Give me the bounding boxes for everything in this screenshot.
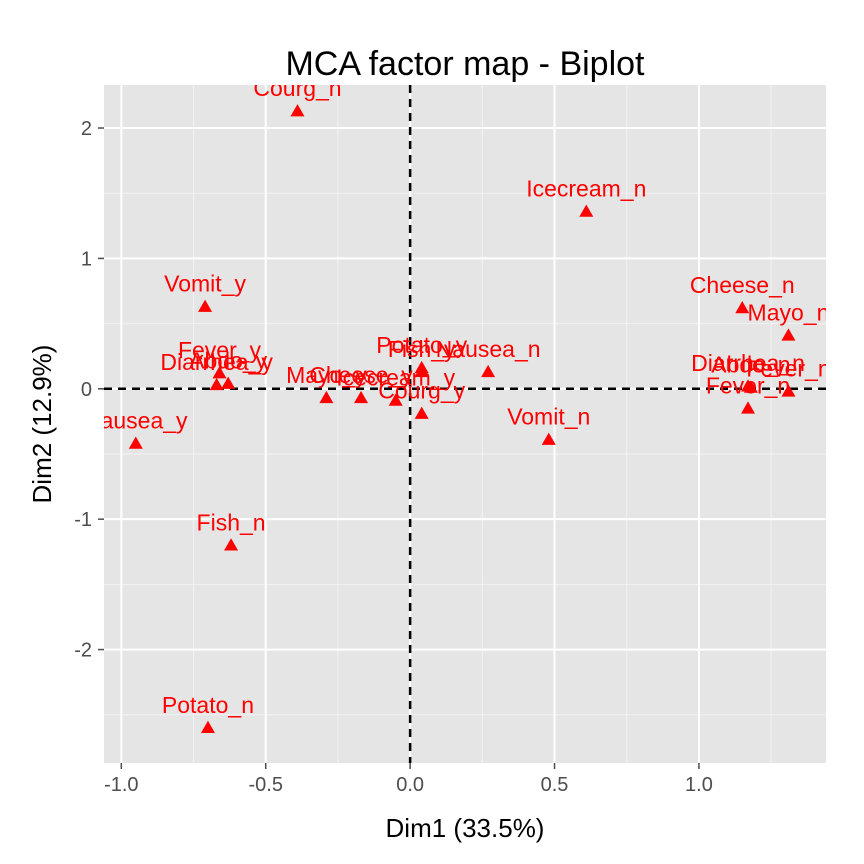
data-label: Vomit_n [507,404,590,430]
data-label: Fever_y [178,337,262,363]
data-label: Fever_n [746,355,830,381]
data-point [198,299,213,312]
y-axis-ticks: -2 -1 0 1 2 [74,118,104,662]
y-tick-label: -2 [74,640,92,662]
data-point [743,380,758,393]
data-point [212,366,227,379]
plot-panel [104,85,826,763]
data-label: Fish_n [197,509,266,535]
x-tick-label: -0.5 [248,774,282,796]
data-point [209,377,224,391]
y-tick-label: 2 [81,118,92,140]
zero-reference-lines [104,85,826,763]
x-tick-label: 0.0 [396,774,424,796]
data-label: Courg_n [253,75,341,101]
data-label: Courg_y [378,378,465,404]
y-tick-label: 0 [81,379,92,401]
data-label: Nausea_y [84,408,188,434]
data-label: Mayo_n [748,299,830,325]
data-point [579,204,594,217]
data-label: Fish_y [388,336,456,362]
data-point [414,406,429,419]
data-label: Abdo_y [189,348,268,374]
data-point [414,364,429,378]
data-label: Diarrhea_n [691,350,805,376]
data-point [354,390,369,404]
x-tick-label: -1.0 [104,774,138,796]
data-point [781,384,796,397]
data-label: Diarrhea_y [160,349,273,375]
x-tick-label: 1.0 [685,774,713,796]
data-point [741,401,756,414]
data-point [200,720,215,734]
x-axis-ticks: -1.0 -0.5 0.0 0.5 1.0 [104,763,713,796]
data-label: Abdo_n [711,351,790,377]
data-label: Icecream_n [526,175,646,201]
y-tick-label: 1 [81,248,92,270]
data-point [221,376,236,389]
data-point [388,393,403,406]
data-label: Vomit_y [164,271,246,297]
data-label: Cheese_n [690,272,795,298]
data-point [290,104,305,117]
data-points [128,104,796,734]
chart-title: MCA factor map - Biplot [285,45,645,83]
y-tick-label: -1 [74,509,92,531]
data-label: Cheese_y [309,362,413,388]
data-label: Nausea_n [436,336,541,362]
data-point [319,390,334,404]
data-point [481,364,496,378]
data-label: Potato_y [376,332,467,358]
data-point [781,328,796,341]
data-label: Mayo_y [286,362,367,388]
x-tick-label: 0.5 [541,774,569,796]
x-axis-title: Dim1 (33.5%) [386,813,545,843]
data-point [735,300,750,314]
data-label: Icecream_y [336,365,455,391]
data-point [541,432,556,445]
data-point [224,538,239,551]
data-point [128,436,143,449]
y-axis-title: Dim2 (12.9%) [27,345,57,504]
data-label: Potato_n [162,692,254,718]
data-label: Fever_n [706,372,790,398]
minor-grid [104,85,826,763]
